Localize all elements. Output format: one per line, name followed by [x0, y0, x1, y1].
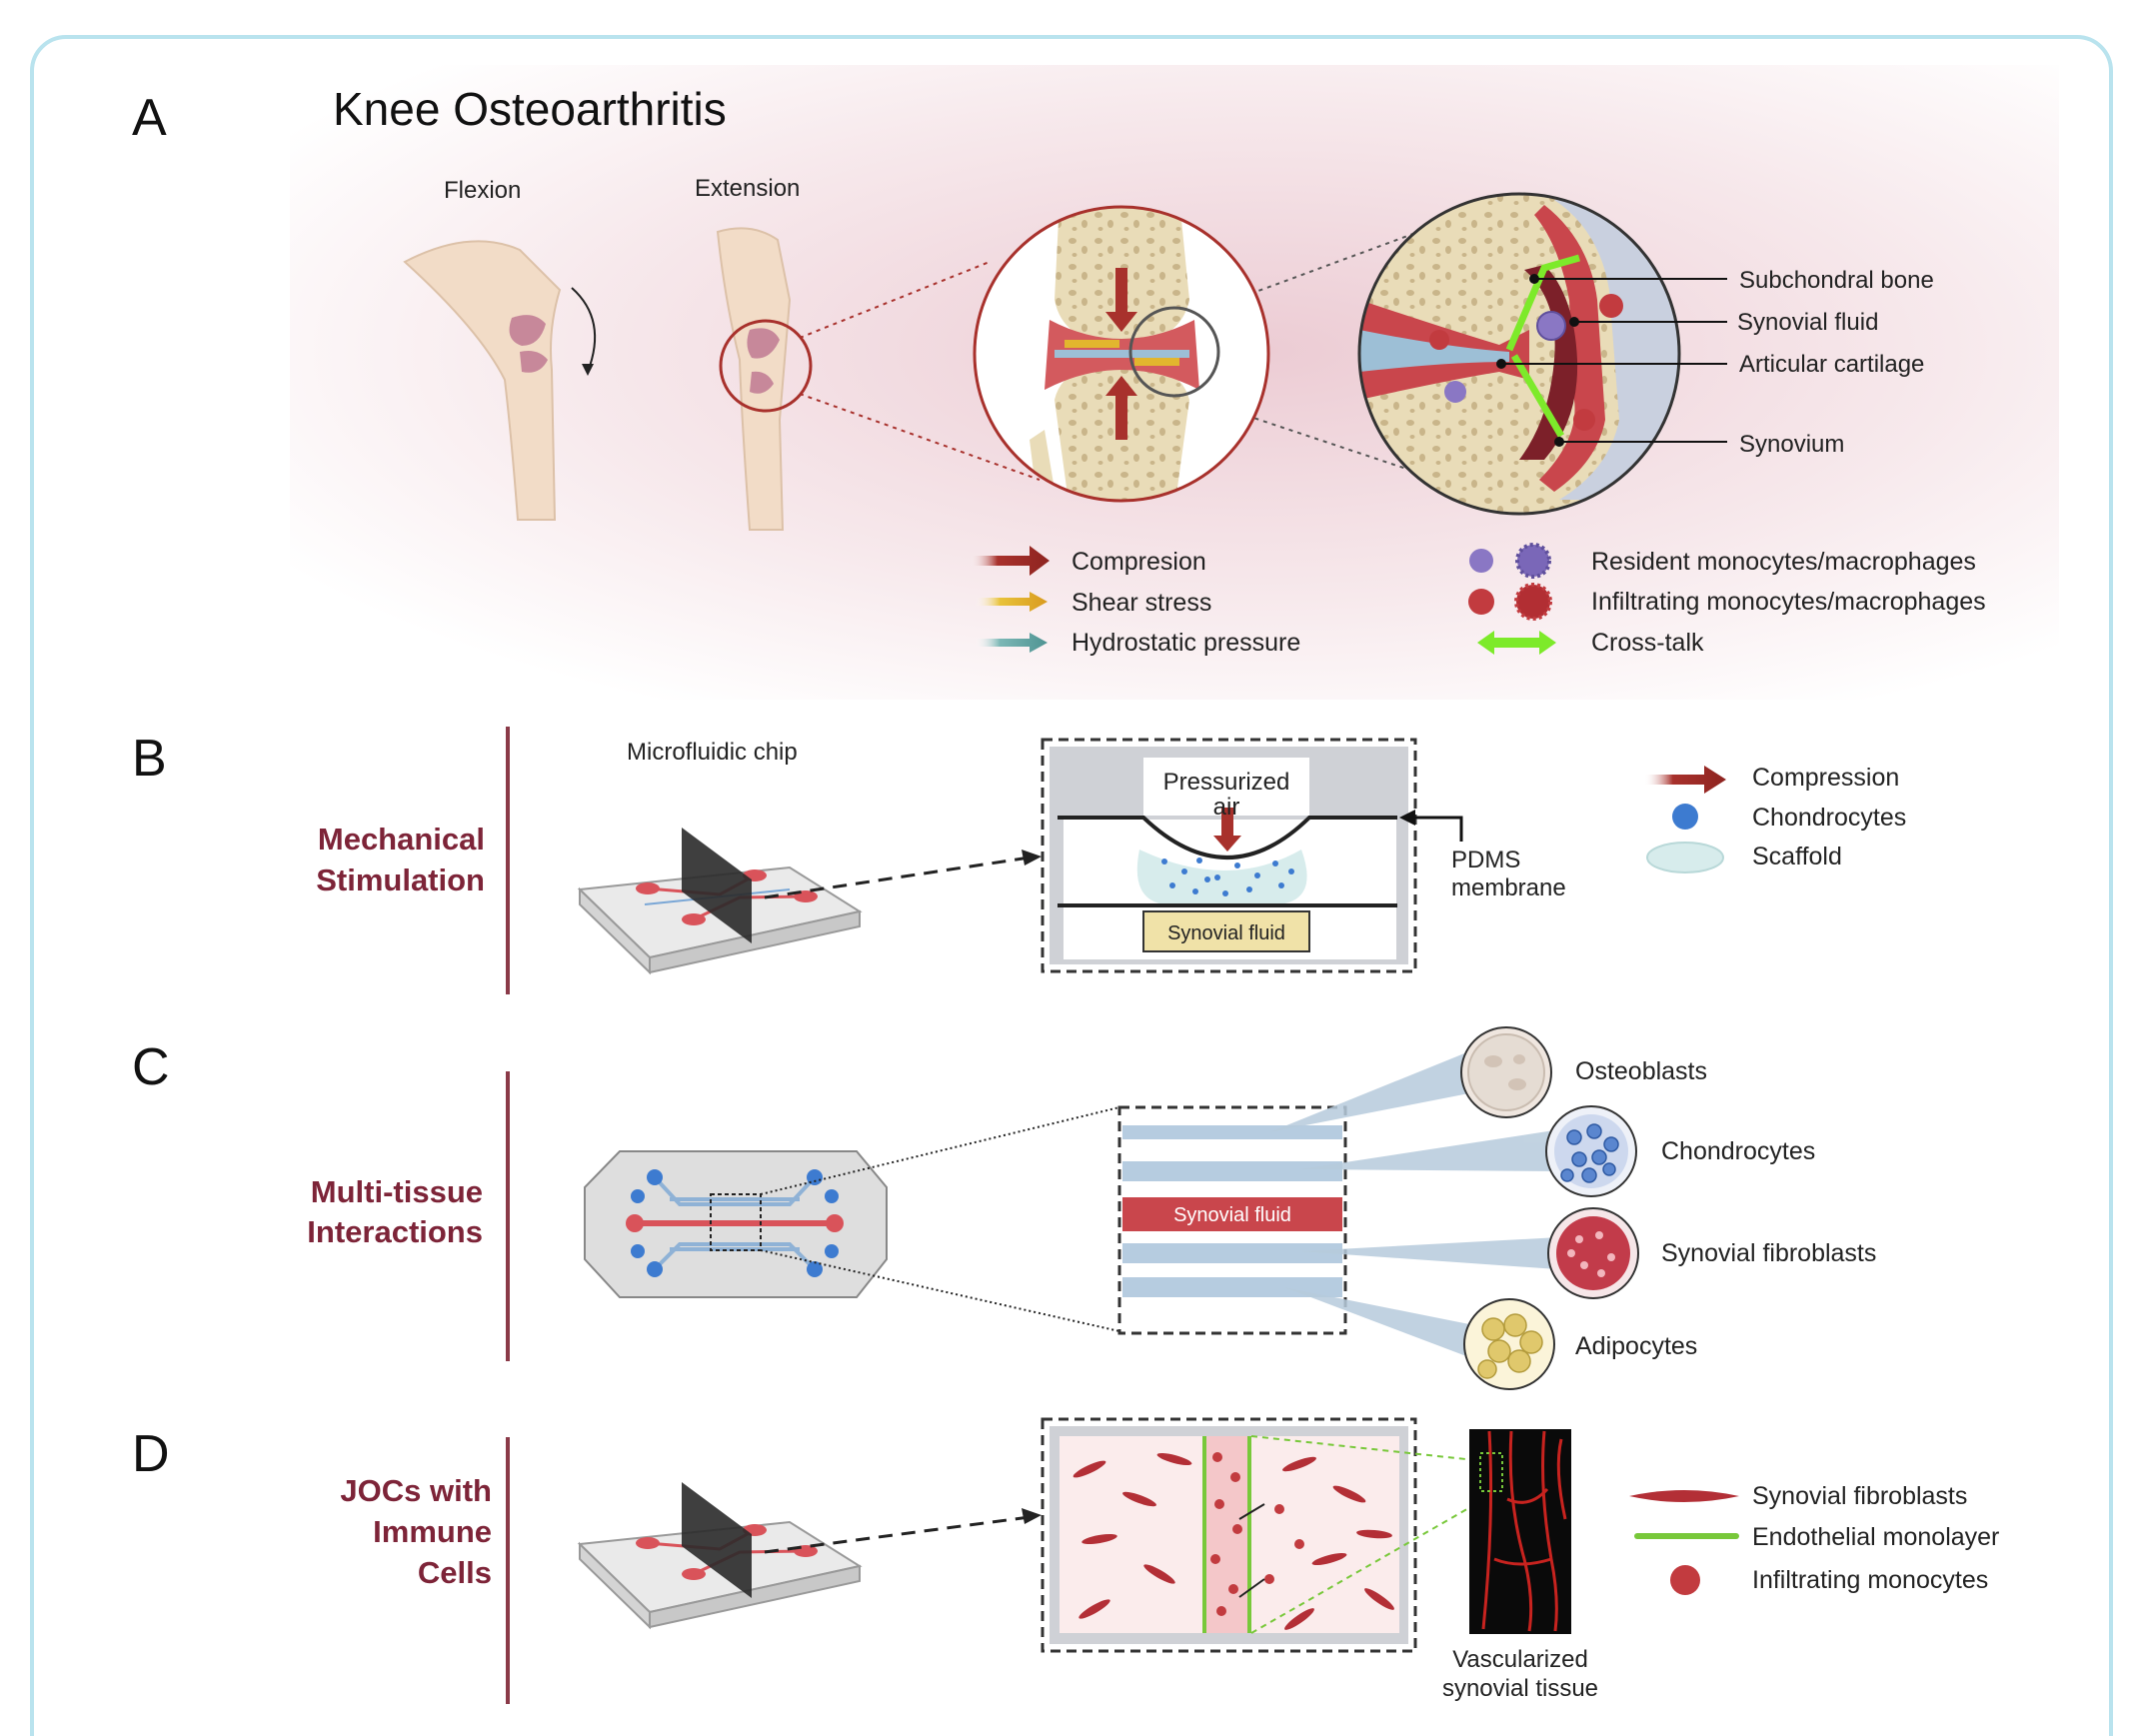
hydrostatic-pressure-arrow-icon	[975, 633, 1048, 653]
synovial-fibroblasts-cell-icon	[1547, 1207, 1639, 1299]
pdms-membrane-label-line-1: PDMS	[1451, 847, 1520, 873]
panel-c-section-line-2: Interactions	[307, 1214, 483, 1249]
panel-b-letter: B	[132, 730, 167, 788]
pressurized-air-label-line-1: Pressurized	[1163, 769, 1290, 796]
pdms-membrane-label-line-2: membrane	[1451, 874, 1566, 901]
callout-lines	[1496, 274, 1727, 447]
flexed-leg-illustration	[403, 240, 597, 521]
legend-b-chondrocyte-icon	[1672, 804, 1698, 830]
panel-a-legend: Compresion Shear stress Hydrostatic pres…	[970, 543, 1986, 657]
legend-hydrostatic-pressure: Hydrostatic pressure	[1071, 629, 1300, 657]
c-zoom-line-bottom	[760, 1249, 1120, 1332]
flexion-label: Flexion	[444, 177, 521, 204]
zoom-lines-knee	[799, 261, 1041, 481]
panel-d: D JOCs with Immune Cells	[132, 1417, 1999, 1704]
legend-resident: Resident monocytes/macrophages	[1591, 548, 1976, 576]
compression-arrow-icon	[970, 546, 1050, 576]
adipocytes-label: Adipocytes	[1575, 1332, 1697, 1360]
panel-c-letter: C	[132, 1038, 170, 1096]
adipocytes-cell-icon	[1463, 1298, 1555, 1390]
panel-c-section-line-1: Multi-tissue	[311, 1174, 483, 1209]
legend-d-monocyte-icon	[1670, 1565, 1700, 1595]
legend-b-chondrocytes: Chondrocytes	[1752, 804, 1906, 832]
knee-joint-cross-section	[973, 205, 1270, 503]
vascularized-label-line-1: Vascularized	[1452, 1646, 1588, 1673]
synovial-joint-zoom	[1357, 192, 1681, 516]
chondrocytes-cell-icon	[1545, 1105, 1637, 1197]
legend-b-compression-arrow-icon	[1644, 766, 1726, 794]
multi-tissue-channel-detail: Synovial fluid	[1117, 1105, 1347, 1335]
c-zoom-beams	[1269, 1051, 1559, 1359]
knee-zoom-circle	[719, 319, 813, 413]
osteoblasts-cell-icon	[1460, 1026, 1552, 1118]
multi-tissue-chip-illustration	[584, 1150, 888, 1298]
legend-b-scaffold: Scaffold	[1752, 843, 1842, 870]
panel-b: B Mechanical Stimulation Microfluidic ch…	[132, 727, 1906, 994]
callout-subchondral-bone: Subchondral bone	[1739, 267, 1934, 294]
extension-label: Extension	[695, 175, 800, 202]
microfluidic-chip-illustration	[577, 828, 863, 975]
callout-synovium: Synovium	[1739, 431, 1844, 458]
chondrocytes-label: Chondrocytes	[1661, 1137, 1815, 1165]
panel-c: C Multi-tissue Interactions	[132, 1026, 1876, 1390]
legend-cross-talk: Cross-talk	[1591, 629, 1704, 657]
legend-d-monocytes: Infiltrating monocytes	[1752, 1566, 1988, 1594]
panel-a-letter: A	[132, 89, 167, 147]
panel-b-section-line-2: Stimulation	[316, 863, 485, 897]
legend-d-endothelial-icon	[1634, 1533, 1739, 1539]
cross-talk-arrow-icon	[1477, 631, 1556, 655]
c-zoom-line-top	[760, 1106, 1120, 1195]
panel-d-section-line-3: Cells	[418, 1555, 492, 1590]
osteoblasts-label: Osteoblasts	[1575, 1057, 1707, 1085]
synovial-fibroblasts-label: Synovial fibroblasts	[1661, 1239, 1876, 1267]
compression-chamber-detail: Synovial fluid Pressurized air	[1041, 738, 1417, 973]
legend-shear-stress: Shear stress	[1071, 589, 1211, 617]
callout-articular-cartilage: Articular cartilage	[1739, 351, 1924, 378]
legend-infiltrating: Infiltrating monocytes/macrophages	[1591, 588, 1986, 616]
resident-macrophage-icon	[1515, 543, 1551, 579]
infiltrating-monocyte-icon	[1468, 589, 1494, 615]
callout-synovial-fluid: Synovial fluid	[1737, 309, 1878, 336]
legend-compression: Compresion	[1071, 548, 1206, 576]
extended-leg-illustration	[716, 227, 813, 531]
legend-d-fibroblasts: Synovial fibroblasts	[1752, 1482, 1967, 1510]
pdms-membrane-pointer	[1409, 816, 1463, 842]
infiltrating-macrophage-icon	[1514, 583, 1552, 621]
panel-d-section-line-2: Immune	[373, 1514, 492, 1549]
shear-stress-arrow-icon	[975, 592, 1048, 612]
immune-chip-illustration	[577, 1482, 863, 1630]
panel-d-section-line-1: JOCs with	[340, 1473, 492, 1508]
c-synovial-fluid-label: Synovial fluid	[1173, 1204, 1291, 1226]
panel-a-title: Knee Osteoarthritis	[333, 83, 727, 135]
panel-d-letter: D	[132, 1425, 170, 1483]
panel-b-section-line-1: Mechanical	[318, 822, 485, 857]
vascularized-tissue-image	[1469, 1429, 1571, 1634]
resident-monocyte-icon	[1469, 549, 1493, 573]
chamber-synovial-fluid-label: Synovial fluid	[1167, 922, 1285, 944]
d-zoom-lines	[1250, 1435, 1485, 1634]
vascular-tissue-detail	[1041, 1417, 1417, 1653]
microfluidic-chip-label: Microfluidic chip	[627, 739, 798, 766]
pressurized-air-label-line-2: air	[1213, 794, 1240, 821]
legend-d-fibroblast-icon	[1629, 1490, 1739, 1502]
panel-a: A Knee Osteoarthritis Flexion Extension	[132, 65, 2059, 700]
legend-b-scaffold-icon	[1646, 842, 1724, 873]
legend-d-endothelial: Endothelial monolayer	[1752, 1523, 1999, 1551]
legend-b-compression: Compression	[1752, 764, 1899, 792]
vascularized-label-line-2: synovial tissue	[1442, 1675, 1598, 1702]
